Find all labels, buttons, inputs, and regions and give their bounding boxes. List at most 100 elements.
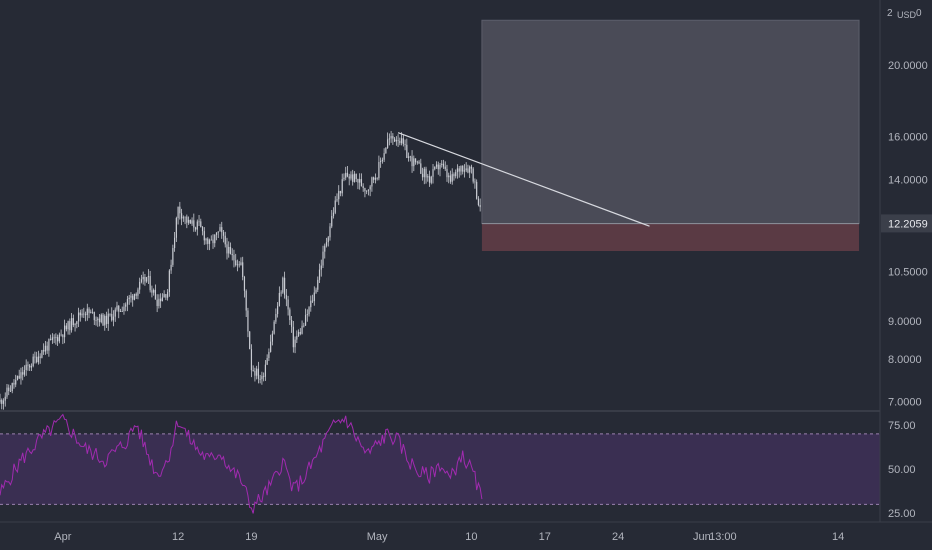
price-axis-tick-label: 10.5000 (888, 267, 928, 279)
candle-body (380, 161, 382, 163)
candle-body (313, 292, 315, 302)
candle-body (449, 175, 452, 182)
candle-body (109, 313, 111, 315)
candle-body (338, 190, 340, 200)
candle-body (179, 206, 181, 214)
candle-body (308, 307, 310, 315)
candle-body (39, 356, 41, 358)
candle-body (271, 333, 273, 342)
candle-body (409, 156, 411, 158)
candle-body (146, 277, 148, 282)
candle-body (104, 315, 106, 326)
rsi-pane[interactable] (0, 413, 880, 514)
time-axis-tick-label: Jun (693, 531, 711, 543)
candle-body (160, 298, 162, 302)
candle-body (238, 264, 240, 266)
candle-body (30, 366, 33, 368)
candle-body (128, 297, 130, 300)
candle-body (324, 245, 326, 252)
candle-body (294, 339, 296, 348)
candle-body (315, 289, 317, 293)
candle-body (435, 164, 438, 167)
candle-body (74, 323, 76, 326)
candle-body (105, 315, 108, 324)
candle-body (392, 136, 394, 139)
candle-body (123, 306, 125, 312)
candle-body (69, 321, 71, 331)
candle-body (67, 321, 69, 330)
candle-body (27, 364, 29, 366)
trendline[interactable] (397, 132, 650, 227)
candle-body (268, 351, 270, 359)
candle-body (62, 334, 64, 338)
candle-body (421, 173, 424, 178)
candle-body (156, 299, 158, 307)
candle-body (55, 337, 57, 339)
candle-body (51, 337, 53, 340)
candle-body (310, 300, 312, 308)
candle-body (467, 168, 469, 173)
candle-body (196, 221, 198, 230)
candle-body (394, 138, 396, 142)
candle-body (352, 174, 354, 182)
candle-body (186, 216, 188, 223)
candle-body (390, 136, 392, 139)
candle-body (430, 176, 432, 183)
candle-body (428, 176, 431, 183)
candle-body (201, 227, 204, 232)
candle-body (289, 309, 291, 321)
candle-body (463, 170, 466, 172)
candle-body (306, 314, 308, 316)
candle-body (174, 237, 176, 249)
candle-body (407, 156, 410, 158)
time-axis-tick-label: 13:00 (709, 531, 737, 543)
candle-body (355, 173, 357, 180)
candle-body (191, 220, 193, 224)
candle-body (95, 320, 97, 321)
candle-body (441, 163, 443, 165)
candle-body (345, 172, 347, 178)
candle-body (343, 177, 345, 180)
candle-body (235, 260, 237, 266)
position-loss-zone[interactable] (481, 223, 860, 251)
candle-body (11, 382, 13, 391)
candle-body (442, 163, 445, 167)
candle-body (44, 345, 46, 352)
candle-body (366, 190, 368, 192)
candle-body (207, 238, 209, 244)
candle-body (93, 312, 95, 321)
price-axis[interactable]: 20.0000 16.0000 14.0000 12.2059 10.5000 9.000… (881, 60, 932, 409)
candle-body (259, 378, 261, 380)
candle-body (203, 231, 205, 241)
candle-body (194, 227, 197, 230)
candle-body (168, 270, 170, 293)
candle-body (263, 375, 265, 377)
candle-body (57, 337, 59, 342)
candle-body (170, 264, 172, 271)
candle-body (462, 165, 464, 172)
price-axis-tick-label: 16.0000 (888, 132, 928, 144)
candle-body (448, 175, 450, 178)
candle-body (151, 290, 153, 293)
candle-body (53, 337, 55, 339)
candle-body (58, 334, 60, 342)
rsi-axis-tick-label: 25.00 (888, 508, 916, 520)
rsi-axis-tick-label: 50.00 (888, 464, 916, 476)
price-pane[interactable] (0, 19, 860, 410)
rsi-axis[interactable]: 75.00 50.00 25.00 (888, 420, 916, 520)
candle-body (97, 318, 99, 321)
candle-body (240, 262, 242, 266)
candle-body (406, 144, 408, 158)
candle-body (331, 216, 333, 227)
candle-body (359, 179, 361, 183)
candle-body (4, 396, 6, 401)
time-axis-tick-label: 24 (612, 531, 624, 543)
candle-body (261, 375, 263, 380)
price-axis-tick-label: 20.0000 (888, 60, 928, 72)
position-profit-zone[interactable] (481, 19, 860, 225)
rsi-axis-tick-label: 75.00 (888, 420, 916, 432)
candle-body (100, 314, 102, 323)
candle-body (425, 168, 427, 178)
candle-body (208, 240, 211, 244)
